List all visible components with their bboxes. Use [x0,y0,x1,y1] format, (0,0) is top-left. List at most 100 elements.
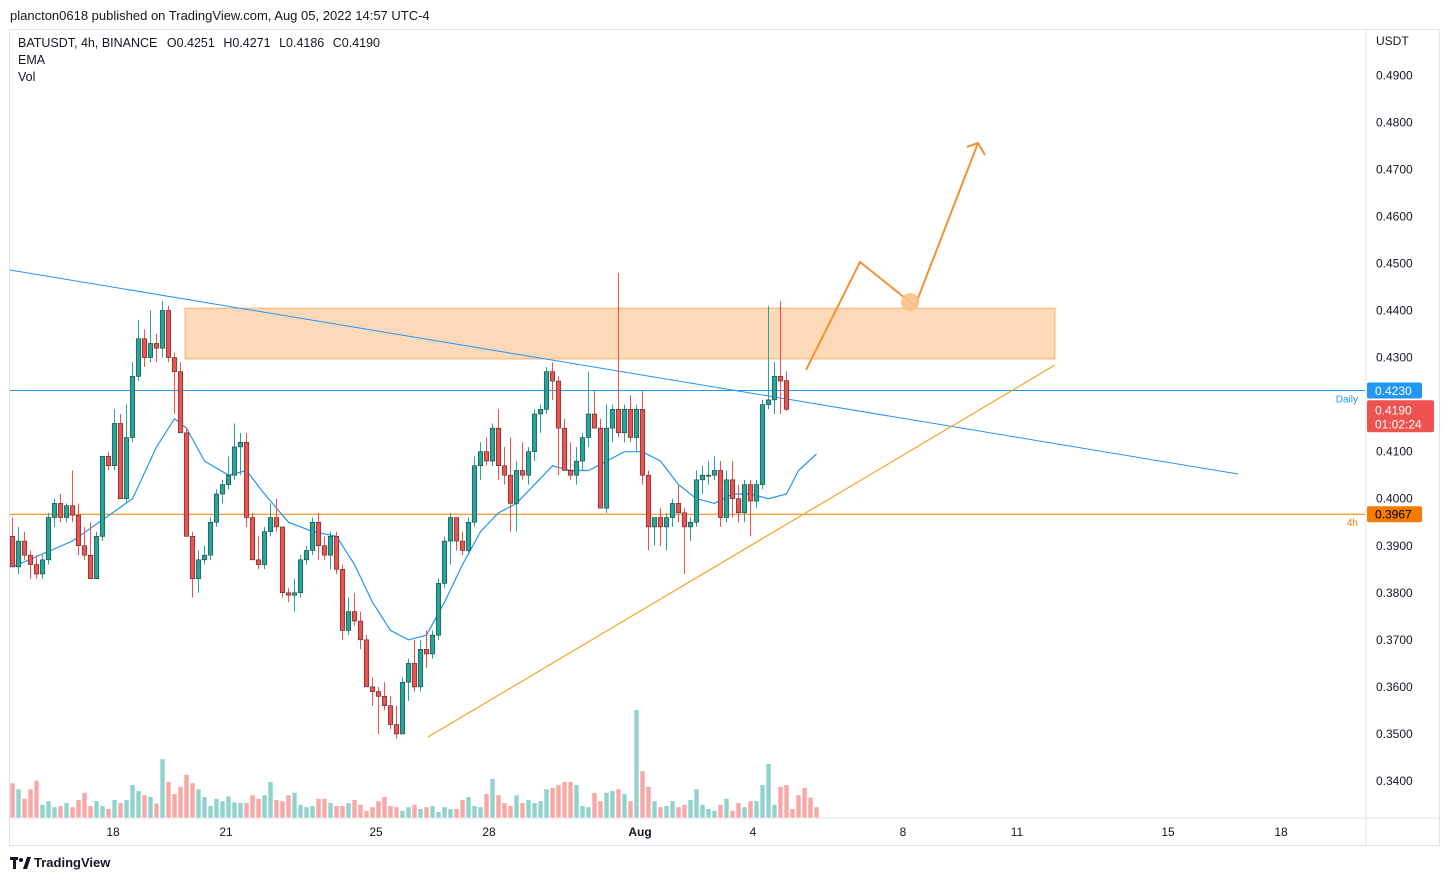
candle [741,479,748,523]
volume-bar [586,807,591,818]
candle-body [237,441,244,448]
candle-body [39,559,46,575]
candle [285,588,292,603]
volume-bar [520,803,525,818]
candle [117,414,124,499]
volume-bar [514,795,519,818]
volume-bar [40,804,45,818]
candle-body [195,559,202,579]
candle-body [411,663,418,688]
candle-body [645,474,652,528]
candle [315,512,322,560]
legend-ohlc: O0.4251 H0.4271 L0.4186 C0.4190 [167,36,385,50]
volume-bar [628,801,633,818]
candle-body [771,376,778,401]
candle [549,362,556,400]
candle [339,564,346,640]
volume-bar [262,795,267,818]
candle-body [591,413,598,429]
candle [747,479,754,537]
volume-bar [58,806,63,818]
candle [777,301,784,415]
candle-body [69,505,76,516]
candle-body [453,517,460,542]
volume-bar [436,812,441,818]
candle [147,310,154,363]
candle [357,611,364,650]
candle-body [51,503,58,518]
time-tick: 18 [106,825,120,839]
volume-bar [88,806,93,818]
price-line-badge-bg [1367,506,1422,523]
candle [405,658,412,702]
candle [483,437,490,466]
volume-bar [604,792,609,818]
price-tick: 0.3800 [1376,586,1413,600]
candle [309,517,316,556]
projection-path [805,142,979,371]
price-line-tag: Daily [1336,394,1358,405]
candle [267,503,274,537]
volume-bar [460,800,465,818]
candle-body [105,456,112,467]
volume-bar [220,801,225,818]
candle [759,399,766,490]
candle-body [387,705,394,725]
candle-body [471,465,478,523]
candle [297,555,304,598]
descending-trendline [9,269,1239,475]
time-tick: 11 [1011,825,1024,839]
candle-body [285,592,292,596]
time-tick: Aug [628,825,651,839]
volume-bar [394,807,399,818]
candle-body [117,423,124,499]
candle [375,686,382,734]
candle [213,489,220,527]
candle [105,451,112,471]
price-tick: 0.4700 [1376,162,1413,176]
volume-bar [286,795,291,818]
candle [369,677,376,706]
candle [711,456,718,480]
candle [693,470,700,527]
volume-bar [214,798,219,818]
projection-marker [901,293,919,311]
candle-body [273,517,280,528]
candle-body [279,526,286,594]
candle-body [747,484,754,502]
time-tick: 25 [369,825,383,839]
candle [75,503,82,556]
volume-bar [490,779,495,818]
volume-bar [184,774,189,818]
volume-bar [592,792,597,818]
tradingview-brand: TradingView [34,855,111,870]
candle-body [393,724,400,735]
candle-body [621,409,628,434]
candle [93,531,100,579]
volume-bar [34,780,39,818]
volume-bar [712,810,717,818]
volume-bar [358,804,363,818]
candle [729,461,736,518]
candle [291,578,298,612]
candle-body [129,376,136,438]
legend-symbol[interactable]: BATUSDT, 4h, BINANCE [18,36,158,50]
volume-bar [622,794,627,818]
price-tick: 0.3500 [1376,727,1413,741]
candle-body [609,409,616,429]
volume-bar [382,797,387,818]
candle [387,696,394,730]
candle [501,446,508,485]
candle-body [543,371,550,410]
candle-body [681,512,688,528]
legend-ema[interactable]: EMA [18,53,46,67]
price-tick: 0.4500 [1376,256,1413,270]
candle [135,319,142,382]
candle-body [357,620,364,641]
volume-bar [532,803,537,818]
candle [663,512,670,551]
volume-bar [670,801,675,818]
legend-vol[interactable]: Vol [18,70,36,84]
volume-bar [562,782,567,818]
